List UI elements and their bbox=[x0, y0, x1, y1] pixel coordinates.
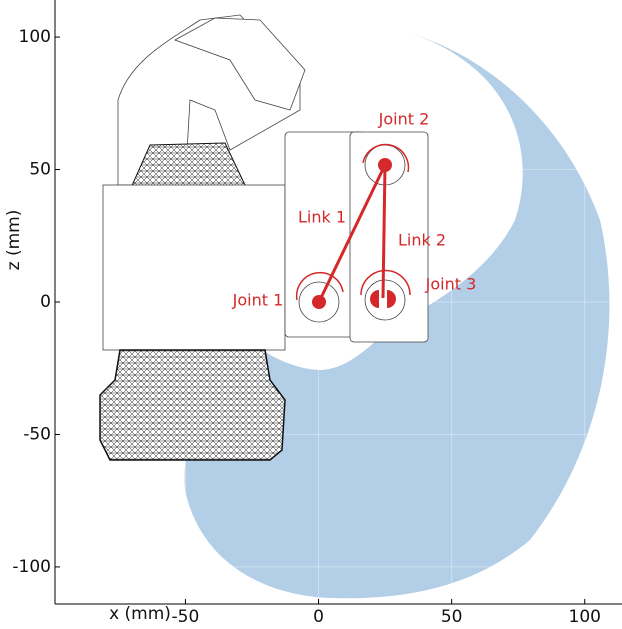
page: {"chart_data": {"type": "workspace", "xl… bbox=[0, 0, 622, 629]
link-2 bbox=[383, 165, 385, 298]
annotation: Link 2 bbox=[398, 231, 446, 250]
joint-1 bbox=[312, 295, 326, 309]
y-tick-label: -100 bbox=[12, 557, 51, 577]
mesh-lower bbox=[100, 350, 285, 460]
annotation: Link 1 bbox=[298, 208, 346, 227]
y-tick-label: -50 bbox=[23, 424, 51, 444]
y-axis-label: z (mm) bbox=[4, 210, 24, 271]
x-tick-label: 50 bbox=[441, 607, 463, 627]
robot-body bbox=[103, 185, 285, 350]
y-tick-label: 50 bbox=[29, 160, 51, 180]
chart: Joint 2 Link 1 Link 2 Joint 1 Joint 3 x … bbox=[0, 0, 622, 629]
joint-2 bbox=[378, 158, 392, 172]
y-tick-label: 0 bbox=[40, 292, 51, 312]
annotation: Joint 2 bbox=[378, 110, 430, 129]
plot-area: Joint 2 Link 1 Link 2 Joint 1 Joint 3 bbox=[55, 0, 622, 604]
annotation: Joint 1 bbox=[232, 291, 284, 310]
x-tick-label: -50 bbox=[172, 607, 200, 627]
annotation: Joint 3 bbox=[425, 275, 477, 294]
y-tick-label: 100 bbox=[19, 27, 51, 47]
x-tick-label: 100 bbox=[569, 607, 601, 627]
x-axis-label: x (mm) bbox=[109, 604, 171, 624]
x-tick-label: 0 bbox=[313, 607, 324, 627]
